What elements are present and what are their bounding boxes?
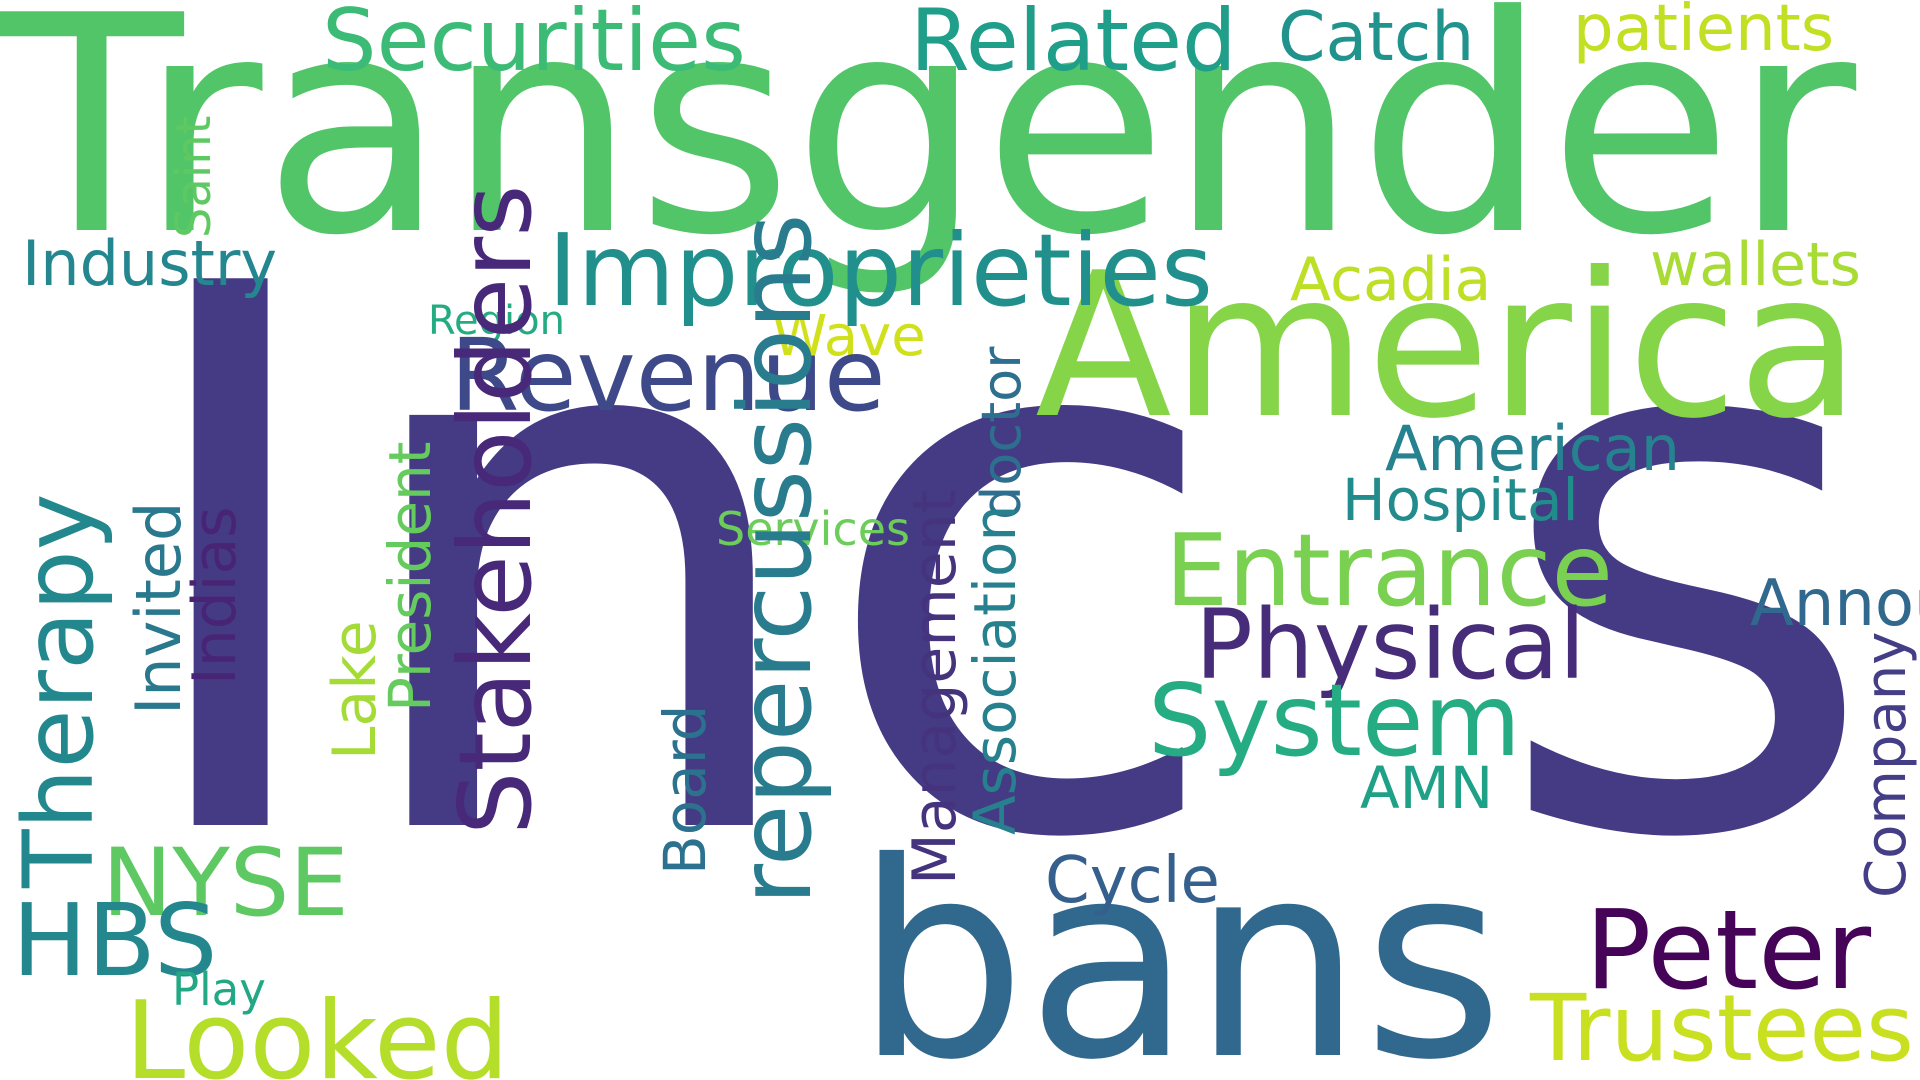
word-amn: doctor	[970, 346, 1033, 520]
word-indias: Association	[961, 505, 1029, 835]
word-looked: Physical	[1195, 589, 1586, 701]
word-president: NYSE	[102, 829, 349, 938]
word-entrance: Indias	[180, 506, 250, 685]
word-transgender: Transgender	[0, 0, 1859, 301]
word-bans: bans	[855, 804, 1504, 1080]
word-play: Announces	[1750, 567, 1920, 641]
word-repercussions: HBS	[12, 882, 218, 999]
word-peter: Entrance	[1165, 512, 1613, 629]
word-nyse: American	[1385, 412, 1680, 485]
word-region: wallets	[1650, 230, 1861, 300]
word-acadia: Improprieties	[548, 212, 1213, 329]
word-association: Looked	[125, 979, 509, 1080]
word-therapy: Board	[651, 705, 719, 875]
word-cycle: Hospital	[1342, 466, 1579, 534]
word-services: Invited	[122, 502, 195, 715]
word-trustees: System	[1148, 662, 1521, 779]
word-hospital: Therapy	[3, 493, 115, 889]
word-hbs: Services	[716, 502, 910, 556]
word-revenue: Wave	[772, 304, 926, 369]
word-physical: President	[376, 441, 444, 712]
word-american: Revenue	[450, 317, 886, 434]
word-announces: Lake	[320, 620, 390, 760]
word-wave: Region	[428, 298, 565, 344]
word-lake: AMN	[1360, 754, 1493, 822]
word-catch: Catch	[1278, 0, 1474, 77]
word-s: s	[1490, 129, 1881, 1002]
word-inc: Inc	[120, 129, 1229, 1002]
word-management: Play	[172, 963, 266, 1016]
word-america: America	[1035, 230, 1860, 463]
word-wallets: Acadia	[1290, 245, 1491, 315]
word-company: Trustees	[1529, 975, 1914, 1080]
word-improprieties: Industry	[22, 227, 277, 300]
word-related: Related	[910, 0, 1237, 91]
word-patients: patients	[1573, 0, 1834, 66]
word-securities: Securities	[322, 0, 746, 91]
word-invited: Management	[900, 490, 970, 885]
word-saint: repercussions	[717, 214, 834, 905]
word-stakeholders: Cycle	[1045, 844, 1220, 918]
word-system: Stakeholders	[437, 185, 554, 835]
word-doctor: Company	[1854, 632, 1919, 898]
word-board: Peter	[1585, 886, 1872, 1014]
word-industry: Saint	[166, 116, 222, 238]
